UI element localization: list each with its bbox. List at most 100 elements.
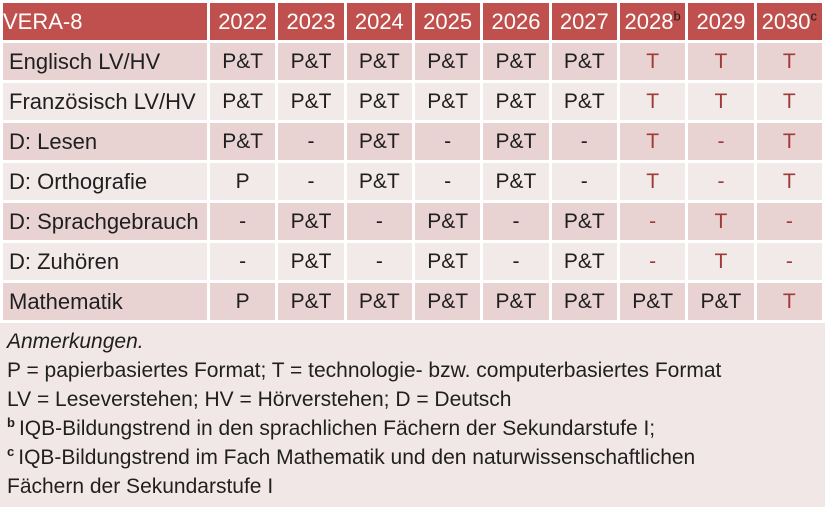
year-header-2027: 2027 (551, 3, 617, 40)
row-label: Mathematik (3, 283, 207, 320)
footnote-b: b IQB-Bildungstrend in den sprachlichen F… (7, 414, 817, 443)
value-cell: P&T (551, 203, 617, 240)
value-cell: T (688, 203, 754, 240)
value-cell: P&T (483, 43, 549, 80)
table-body: Englisch LV/HV P&T P&T P&T P&T P&T P&T T T T Franz… (3, 43, 822, 320)
value-cell: - (414, 163, 481, 200)
value-cell: P&T (278, 283, 344, 320)
table-row: Englisch LV/HV P&T P&T P&T P&T P&T P&T T T T (3, 43, 822, 80)
value-cell: P&T (483, 283, 549, 320)
value-cell: P&T (483, 123, 549, 160)
value-cell: P&T (414, 283, 481, 320)
value-cell: P&T (346, 43, 412, 80)
value-cell: - (756, 203, 822, 240)
value-cell: P&T (414, 83, 481, 120)
value-cell: P&T (688, 283, 754, 320)
year-header-2028: 2028b (619, 3, 686, 40)
value-cell: P&T (414, 243, 481, 280)
value-cell: - (414, 123, 481, 160)
value-cell: - (756, 243, 822, 280)
table-row: D: Zuhören - P&T - P&T - P&T - T - (3, 243, 822, 280)
value-cell: T (619, 43, 686, 80)
row-label: D: Orthografie (3, 163, 207, 200)
row-label: D: Zuhören (3, 243, 207, 280)
value-cell: - (346, 203, 412, 240)
value-cell: P&T (346, 123, 412, 160)
table-notes: Anmerkungen. P = papierbasiertes Format;… (0, 323, 825, 507)
row-label: Englisch LV/HV (3, 43, 207, 80)
footnote-c: c IQB-Bildungstrend im Fach Mathematik un… (7, 443, 752, 501)
footnote-b-marker: b (7, 415, 15, 430)
footnote-b-text: IQB-Bildungstrend in den sprachlichen Fä… (18, 417, 656, 440)
value-cell: T (756, 123, 822, 160)
table-head: VERA-8 2022 2023 2024 2025 2026 2027 2028b 2029… (3, 3, 822, 40)
value-cell: - (346, 243, 412, 280)
value-cell: - (551, 163, 617, 200)
value-cell: - (278, 163, 344, 200)
notes-heading: Anmerkungen. (7, 330, 144, 353)
value-cell: P&T (346, 163, 412, 200)
value-cell: T (688, 243, 754, 280)
value-cell: P&T (278, 83, 344, 120)
row-label: Französisch LV/HV (3, 83, 207, 120)
year-header-2030: 2030c (756, 3, 822, 40)
value-cell: T (619, 83, 686, 120)
value-cell: P&T (346, 283, 412, 320)
table-title: VERA-8 (3, 3, 207, 40)
table-row: D: Lesen P&T - P&T - P&T - T - T (3, 123, 822, 160)
value-cell: - (551, 123, 617, 160)
value-cell: T (756, 83, 822, 120)
header-footnote-marker-b: b (673, 8, 681, 24)
table-row: Mathematik P P&T P&T P&T P&T P&T P&T P&T T (3, 283, 822, 320)
value-cell: - (483, 243, 549, 280)
value-cell: P (210, 163, 276, 200)
year-header-2022: 2022 (210, 3, 276, 40)
value-cell: P&T (483, 83, 549, 120)
vera8-schedule-table: VERA-8 2022 2023 2024 2025 2026 2027 2028b 2029… (3, 3, 822, 320)
year-header-2025: 2025 (414, 3, 481, 40)
value-cell: P&T (551, 243, 617, 280)
note-abbreviation-legend: LV = Leseverstehen; HV = Hörverstehen; D… (7, 388, 512, 411)
value-cell: - (619, 243, 686, 280)
table-header-row: VERA-8 2022 2023 2024 2025 2026 2027 2028b 2029… (3, 3, 822, 40)
value-cell: P&T (414, 203, 481, 240)
value-cell: P&T (551, 83, 617, 120)
value-cell: T (756, 43, 822, 80)
value-cell: P&T (210, 43, 276, 80)
value-cell: P&T (278, 243, 344, 280)
value-cell: T (619, 163, 686, 200)
value-cell: P&T (278, 43, 344, 80)
value-cell: - (688, 163, 754, 200)
value-cell: P&T (483, 163, 549, 200)
note-format-legend: P = papierbasiertes Format; T = technolo… (7, 359, 722, 382)
value-cell: - (210, 203, 276, 240)
value-cell: - (210, 243, 276, 280)
footnote-c-marker: c (7, 444, 15, 459)
value-cell: P&T (210, 123, 276, 160)
value-cell: - (688, 123, 754, 160)
year-header-2023: 2023 (278, 3, 344, 40)
value-cell: P&T (278, 203, 344, 240)
value-cell: P&T (551, 43, 617, 80)
value-cell: P&T (414, 43, 481, 80)
value-cell: P&T (346, 83, 412, 120)
footnote-c-text: IQB-Bildungstrend im Fach Mathematik und… (7, 446, 696, 498)
year-header-2029: 2029 (688, 3, 754, 40)
table-row: Französisch LV/HV P&T P&T P&T P&T P&T P&T T T T (3, 83, 822, 120)
value-cell: P&T (210, 83, 276, 120)
value-cell: T (688, 43, 754, 80)
table-row: D: Orthografie P - P&T - P&T - T - T (3, 163, 822, 200)
value-cell: P&T (551, 283, 617, 320)
value-cell: P (210, 283, 276, 320)
value-cell: - (619, 203, 686, 240)
value-cell: T (688, 83, 754, 120)
year-header-2026: 2026 (483, 3, 549, 40)
value-cell: P&T (619, 283, 686, 320)
value-cell: - (278, 123, 344, 160)
table-row: D: Sprachgebrauch - P&T - P&T - P&T - T - (3, 203, 822, 240)
row-label: D: Sprachgebrauch (3, 203, 207, 240)
row-label: D: Lesen (3, 123, 207, 160)
year-header-2024: 2024 (346, 3, 412, 40)
value-cell: - (483, 203, 549, 240)
